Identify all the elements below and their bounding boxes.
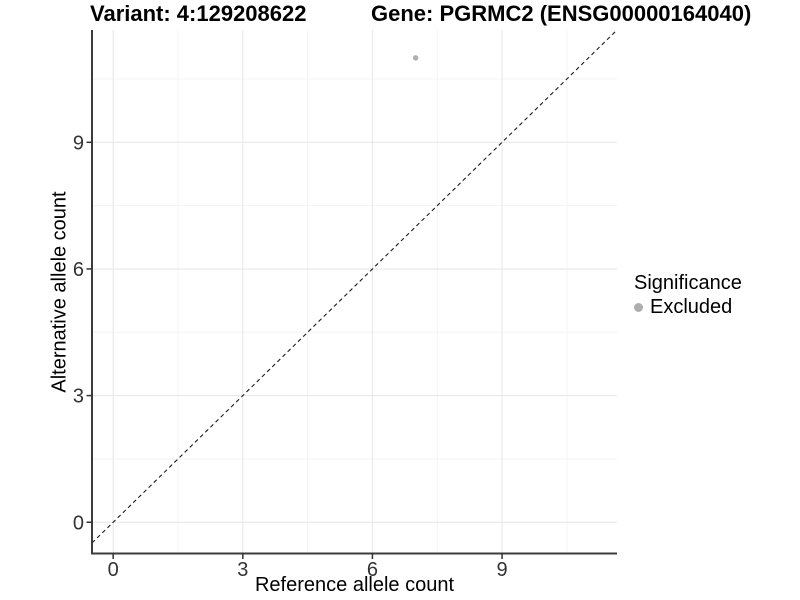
y-tick-label: 9 <box>73 132 84 154</box>
legend: Significance Excluded <box>634 272 742 318</box>
x-tick-label: 6 <box>367 559 378 581</box>
variant-title: Variant: 4:129208622 <box>90 1 307 26</box>
legend-item-label: Excluded <box>650 296 733 318</box>
y-tick-label: 3 <box>73 386 84 408</box>
x-tick-label: 9 <box>496 559 507 581</box>
x-tick-label: 3 <box>237 559 248 581</box>
y-tick-label: 0 <box>73 512 84 534</box>
x-axis-title: Reference allele count <box>254 574 454 596</box>
legend-item-excluded: Excluded <box>634 296 742 318</box>
x-tick-label: 0 <box>108 559 119 581</box>
excluded-point-icon <box>634 302 643 312</box>
y-tick-label: 6 <box>73 259 84 281</box>
identity-line <box>92 30 617 544</box>
gene-title: Gene: PGRMC2 (ENSG00000164040) <box>371 1 752 26</box>
data-point <box>412 55 419 61</box>
legend-title: Significance <box>634 272 742 294</box>
